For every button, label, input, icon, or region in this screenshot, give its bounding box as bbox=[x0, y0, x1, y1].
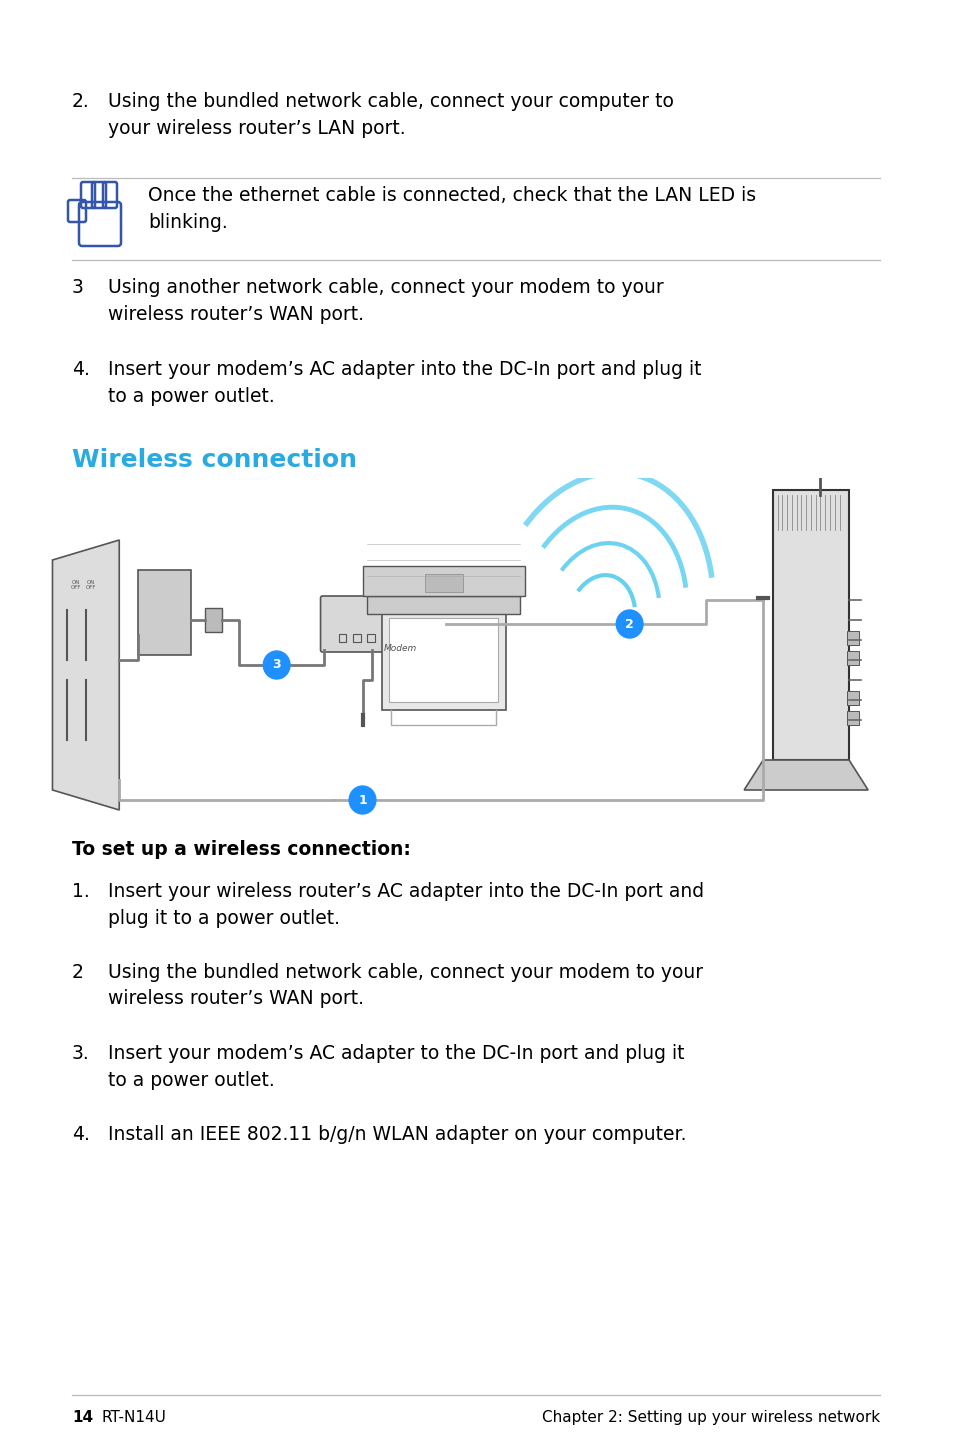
FancyBboxPatch shape bbox=[138, 569, 191, 654]
Bar bbox=[846, 631, 858, 646]
Bar bbox=[389, 618, 497, 702]
Text: 3.: 3. bbox=[71, 1044, 90, 1063]
Text: 3: 3 bbox=[71, 278, 84, 298]
Text: 2: 2 bbox=[71, 963, 84, 982]
Text: Once the ethernet cable is connected, check that the LAN LED is
blinking.: Once the ethernet cable is connected, ch… bbox=[148, 186, 756, 232]
Text: Modem: Modem bbox=[384, 644, 416, 653]
Bar bbox=[846, 710, 858, 725]
Text: Insert your wireless router’s AC adapter into the DC-In port and
plug it to a po: Insert your wireless router’s AC adapter… bbox=[108, 881, 703, 928]
FancyBboxPatch shape bbox=[320, 595, 448, 651]
FancyBboxPatch shape bbox=[367, 595, 519, 614]
Text: Install an IEEE 802.11 b/g/n WLAN adapter on your computer.: Install an IEEE 802.11 b/g/n WLAN adapte… bbox=[108, 1125, 686, 1145]
Text: 4.: 4. bbox=[71, 360, 90, 380]
Text: Insert your modem’s AC adapter to the DC-In port and plug it
to a power outlet.: Insert your modem’s AC adapter to the DC… bbox=[108, 1044, 684, 1090]
Text: 2: 2 bbox=[624, 617, 634, 630]
Text: 1.: 1. bbox=[71, 881, 90, 902]
Text: 4.: 4. bbox=[71, 1125, 90, 1145]
Circle shape bbox=[263, 651, 290, 679]
Text: RT-N14U: RT-N14U bbox=[102, 1411, 167, 1425]
Text: 3: 3 bbox=[272, 659, 281, 672]
Text: Using the bundled network cable, connect your modem to your
wireless router’s WA: Using the bundled network cable, connect… bbox=[108, 963, 702, 1008]
Text: ON
OFF: ON OFF bbox=[85, 580, 96, 591]
FancyBboxPatch shape bbox=[772, 490, 848, 761]
Bar bbox=[846, 651, 858, 664]
Bar bbox=[846, 692, 858, 705]
FancyBboxPatch shape bbox=[381, 610, 505, 710]
Circle shape bbox=[349, 787, 375, 814]
FancyBboxPatch shape bbox=[362, 567, 524, 595]
Polygon shape bbox=[743, 761, 867, 789]
Text: 1: 1 bbox=[357, 794, 367, 807]
Text: 14: 14 bbox=[71, 1411, 93, 1425]
Text: 2.: 2. bbox=[71, 92, 90, 111]
Text: Insert your modem’s AC adapter into the DC-In port and plug it
to a power outlet: Insert your modem’s AC adapter into the … bbox=[108, 360, 700, 406]
Text: Using another network cable, connect your modem to your
wireless router’s WAN po: Using another network cable, connect you… bbox=[108, 278, 663, 324]
Text: Using the bundled network cable, connect your computer to
your wireless router’s: Using the bundled network cable, connect… bbox=[108, 92, 673, 138]
Text: To set up a wireless connection:: To set up a wireless connection: bbox=[71, 840, 411, 858]
Polygon shape bbox=[52, 541, 119, 810]
Circle shape bbox=[616, 610, 642, 638]
Bar bbox=[424, 574, 462, 592]
Bar bbox=[338, 634, 346, 641]
Bar bbox=[205, 608, 222, 631]
Bar bbox=[353, 634, 360, 641]
Text: Wireless connection: Wireless connection bbox=[71, 449, 356, 472]
Text: Chapter 2: Setting up your wireless network: Chapter 2: Setting up your wireless netw… bbox=[541, 1411, 879, 1425]
Bar bbox=[381, 634, 389, 641]
Bar bbox=[367, 634, 375, 641]
Text: ON
OFF: ON OFF bbox=[71, 580, 82, 591]
